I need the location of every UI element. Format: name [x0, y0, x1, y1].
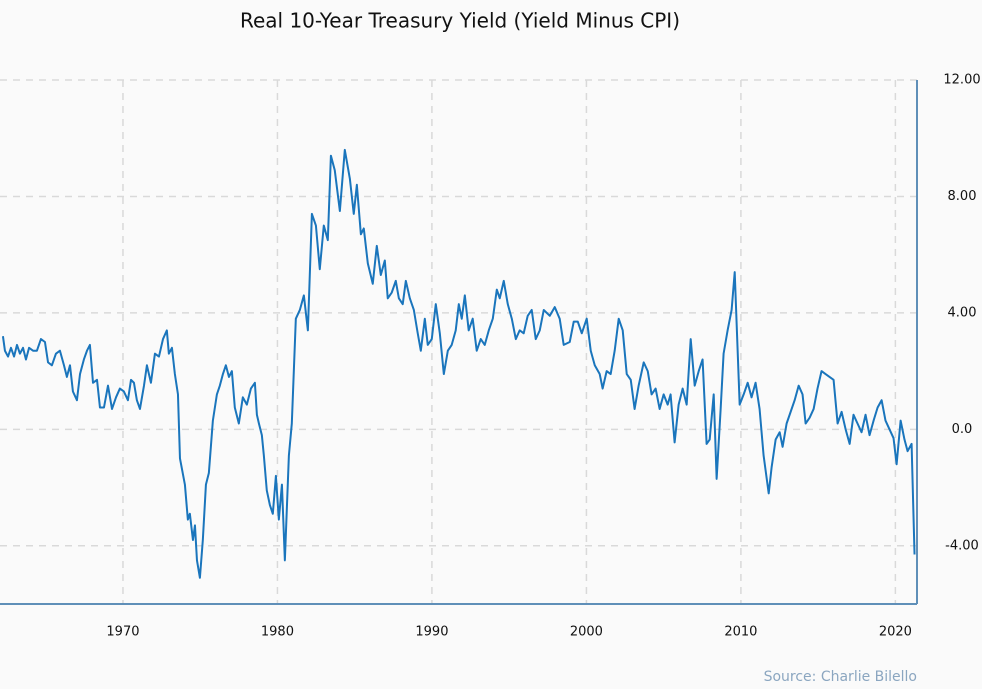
y-tick-label: 8.00: [948, 189, 977, 204]
x-tick-label: 2020: [879, 625, 912, 640]
x-tick-label: 2010: [724, 625, 757, 640]
y-tick-label: 4.00: [948, 305, 977, 320]
y-tick-label: 0.0: [952, 422, 973, 437]
source-note: Source: Charlie Bilello: [764, 669, 917, 685]
x-tick-label: 1980: [261, 625, 294, 640]
data-line: [1, 148, 916, 579]
x-tick-label: 1970: [106, 625, 139, 640]
y-tick-label: -4.00: [945, 538, 979, 553]
x-tick-label: 2000: [570, 625, 603, 640]
chart-title: Real 10-Year Treasury Yield (Yield Minus…: [240, 9, 680, 33]
x-tick-label: 1990: [415, 625, 448, 640]
y-tick-label: 12.00: [943, 73, 980, 88]
